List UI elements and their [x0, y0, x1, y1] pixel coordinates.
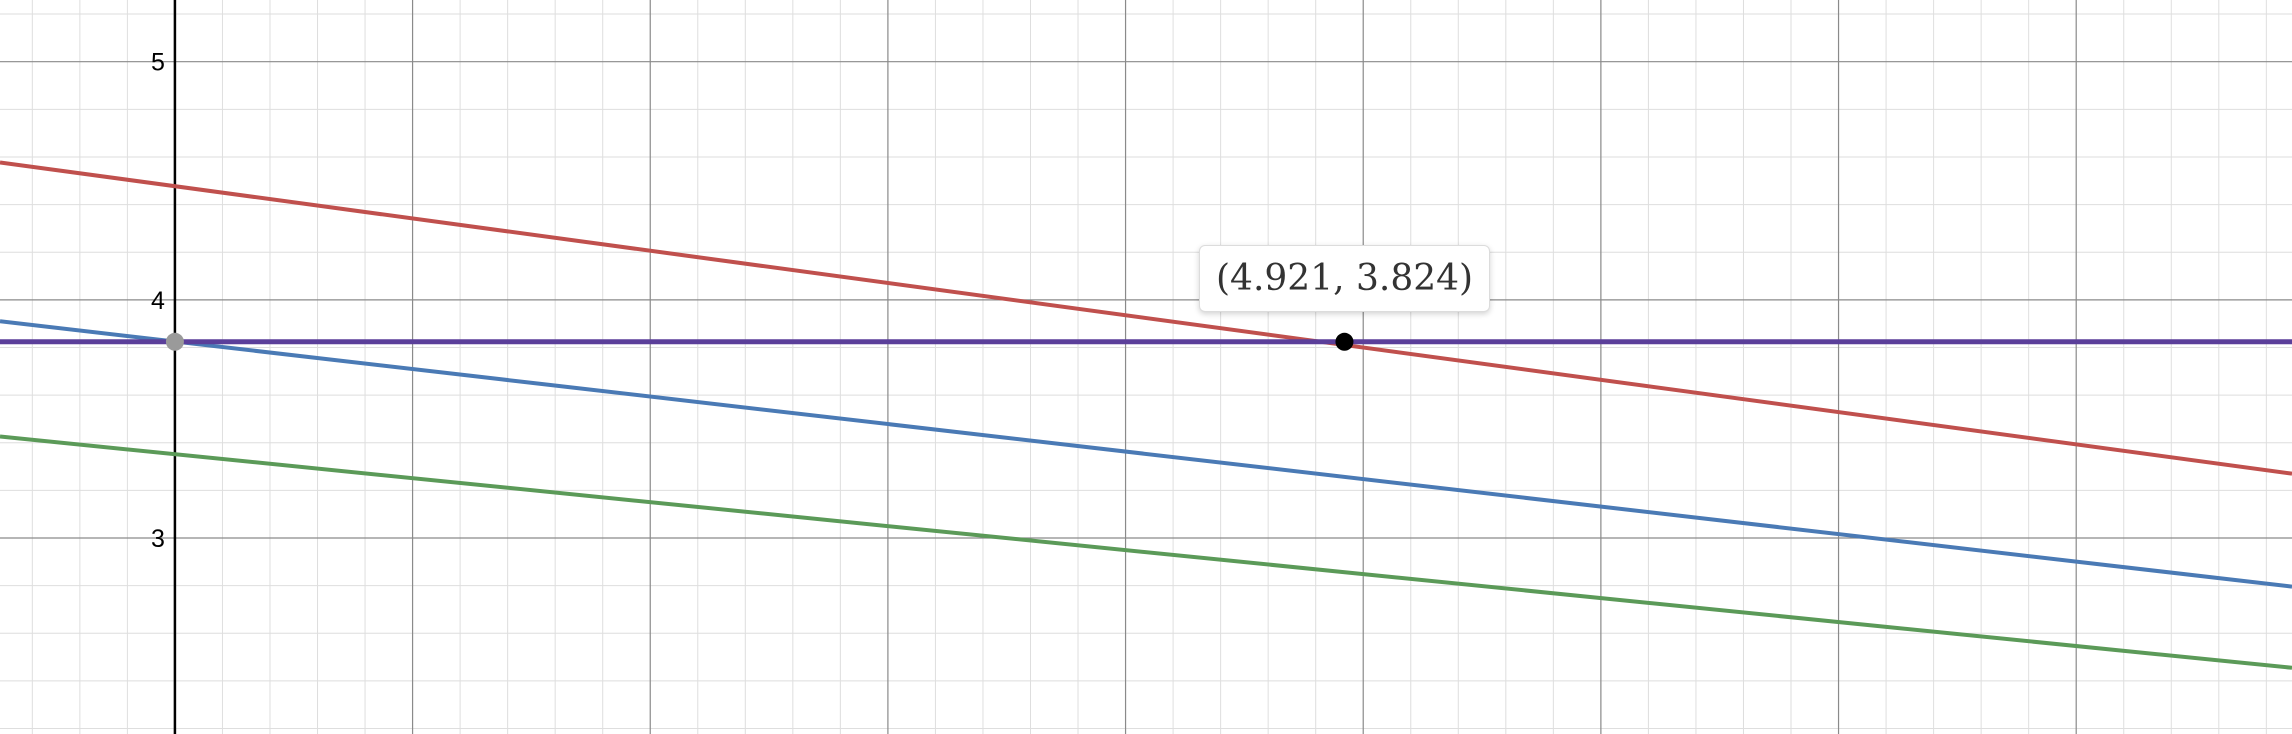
blue-line[interactable]: [0, 319, 2292, 589]
intersection-coordinate-label: (4.921, 3.824): [1199, 245, 1491, 312]
y-intercept-point[interactable]: [165, 332, 184, 351]
intersection-point[interactable]: [1335, 332, 1354, 351]
y-tick-label-3: 3: [151, 525, 165, 553]
y-tick-labels: 3 4 5: [151, 49, 165, 553]
red-line[interactable]: [0, 160, 2292, 476]
y-tick-label-4: 4: [151, 287, 165, 315]
green-line[interactable]: [0, 434, 2292, 670]
y-tick-label-5: 5: [151, 49, 165, 77]
